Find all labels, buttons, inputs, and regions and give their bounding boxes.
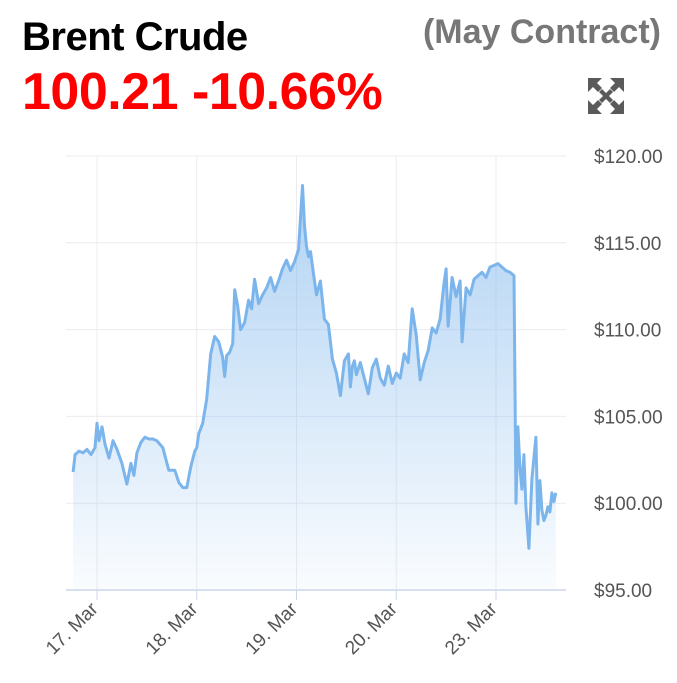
y-tick-label: $105.00 xyxy=(594,407,663,428)
contract-label: (May Contract) xyxy=(422,13,661,51)
x-tick-label: 20. Mar xyxy=(341,598,402,659)
instrument-title: Brent Crude xyxy=(22,15,248,59)
percent-change: -10.66% xyxy=(192,63,383,121)
price-change-line: 100.21 -10.66% xyxy=(22,62,383,122)
y-tick-label: $95.00 xyxy=(594,581,652,602)
price-area-fill xyxy=(73,185,556,590)
current-price: 100.21 xyxy=(22,63,179,121)
x-tick-label: 17. Mar xyxy=(42,598,103,659)
price-series-line xyxy=(71,184,558,550)
y-tick-label: $120.00 xyxy=(594,147,663,168)
expand-arrows-icon[interactable] xyxy=(586,76,626,116)
y-tick-label: $110.00 xyxy=(594,321,661,342)
x-tick-label: 19. Mar xyxy=(242,598,303,659)
x-tick-label: 23. Mar xyxy=(441,598,502,659)
y-tick-label: $115.00 xyxy=(594,234,661,255)
x-tick-label: 18. Mar xyxy=(142,598,203,659)
y-tick-label: $100.00 xyxy=(594,494,663,515)
